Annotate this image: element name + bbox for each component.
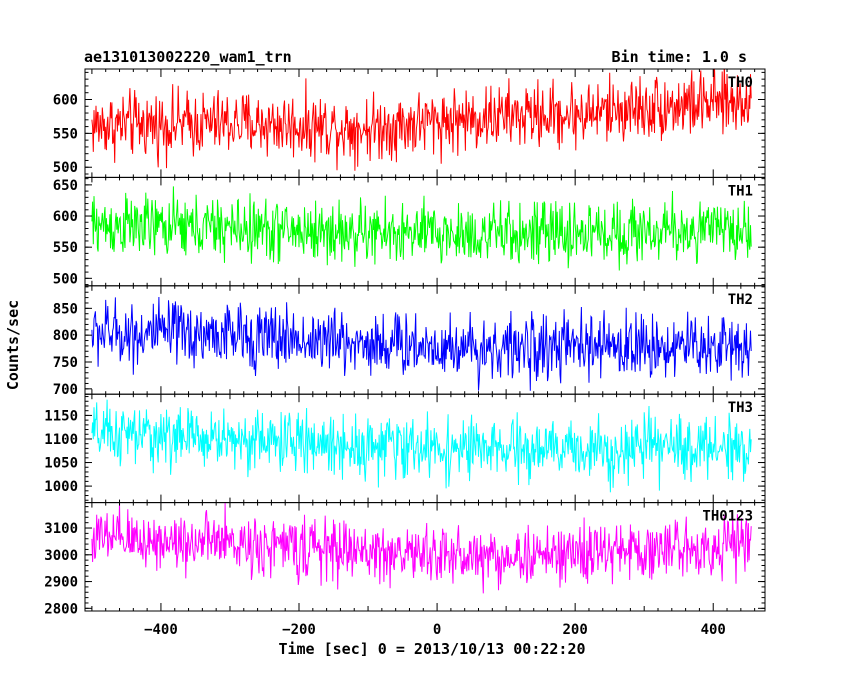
y-tick-label: 650 xyxy=(53,178,78,194)
x-tick-label: 200 xyxy=(563,622,588,638)
y-tick-label: 2900 xyxy=(44,575,78,591)
y-tick-label: 1150 xyxy=(44,408,78,424)
series-name-th3: TH3 xyxy=(728,400,753,416)
panel-th3: TH3 1000 1050 1100 1150 xyxy=(44,393,766,504)
panel-th0: TH0 500 550 600 xyxy=(53,68,766,178)
series-name-th0123: TH0123 xyxy=(702,509,753,525)
bin-time-label: Bin time: 1.0 s xyxy=(612,48,747,66)
y-tick-label: 800 xyxy=(53,328,78,344)
y-axis-label: Counts/sec xyxy=(4,300,22,390)
panel-frame xyxy=(84,285,766,395)
x-tick-label: 0 xyxy=(433,622,441,638)
panel-th1: TH1 500 550 600 650 xyxy=(53,176,766,287)
chart-title: ae131013002220_wam1_trn xyxy=(84,48,292,66)
y-tick-label: 700 xyxy=(53,382,78,398)
panel-th2: TH2 700 750 800 850 xyxy=(53,285,766,398)
series-line-th3 xyxy=(91,399,752,493)
series-line-th1 xyxy=(91,186,752,271)
series-name-th0: TH0 xyxy=(728,75,753,91)
y-tick-label: 1050 xyxy=(44,456,78,472)
y-tick-label: 3100 xyxy=(44,521,78,537)
x-axis-label: Time [sec] 0 = 2013/10/13 00:22:20 xyxy=(278,640,585,658)
series-name-th2: TH2 xyxy=(728,292,753,308)
y-tick-label: 3000 xyxy=(44,548,78,564)
y-tick-label: 500 xyxy=(53,160,78,176)
panel-frame xyxy=(84,502,766,612)
y-tick-label: 550 xyxy=(53,240,78,256)
y-tick-label: 550 xyxy=(53,126,78,142)
y-tick-label: 500 xyxy=(53,271,78,287)
y-tick-label: 600 xyxy=(53,92,78,108)
series-name-th1: TH1 xyxy=(728,183,753,199)
x-tick-label: −200 xyxy=(282,622,316,638)
y-tick-label: 1100 xyxy=(44,432,78,448)
panels-group: TH0 500 550 600 TH1 500 550 600 650 TH2 700 750 800 8… xyxy=(44,68,766,638)
y-tick-label: 850 xyxy=(53,301,78,317)
panel-th0123: TH0123 2800 2900 3000 3100 xyxy=(44,502,766,617)
y-tick-label: 2800 xyxy=(44,601,78,617)
y-tick-label: 1000 xyxy=(44,479,78,495)
series-line-th0 xyxy=(91,69,752,171)
y-tick-label: 750 xyxy=(53,355,78,371)
series-line-th2 xyxy=(91,296,752,391)
y-tick-label: 600 xyxy=(53,209,78,225)
series-line-th0123 xyxy=(91,502,752,594)
x-tick-label: 400 xyxy=(701,622,726,638)
x-tick-label: −400 xyxy=(144,622,178,638)
